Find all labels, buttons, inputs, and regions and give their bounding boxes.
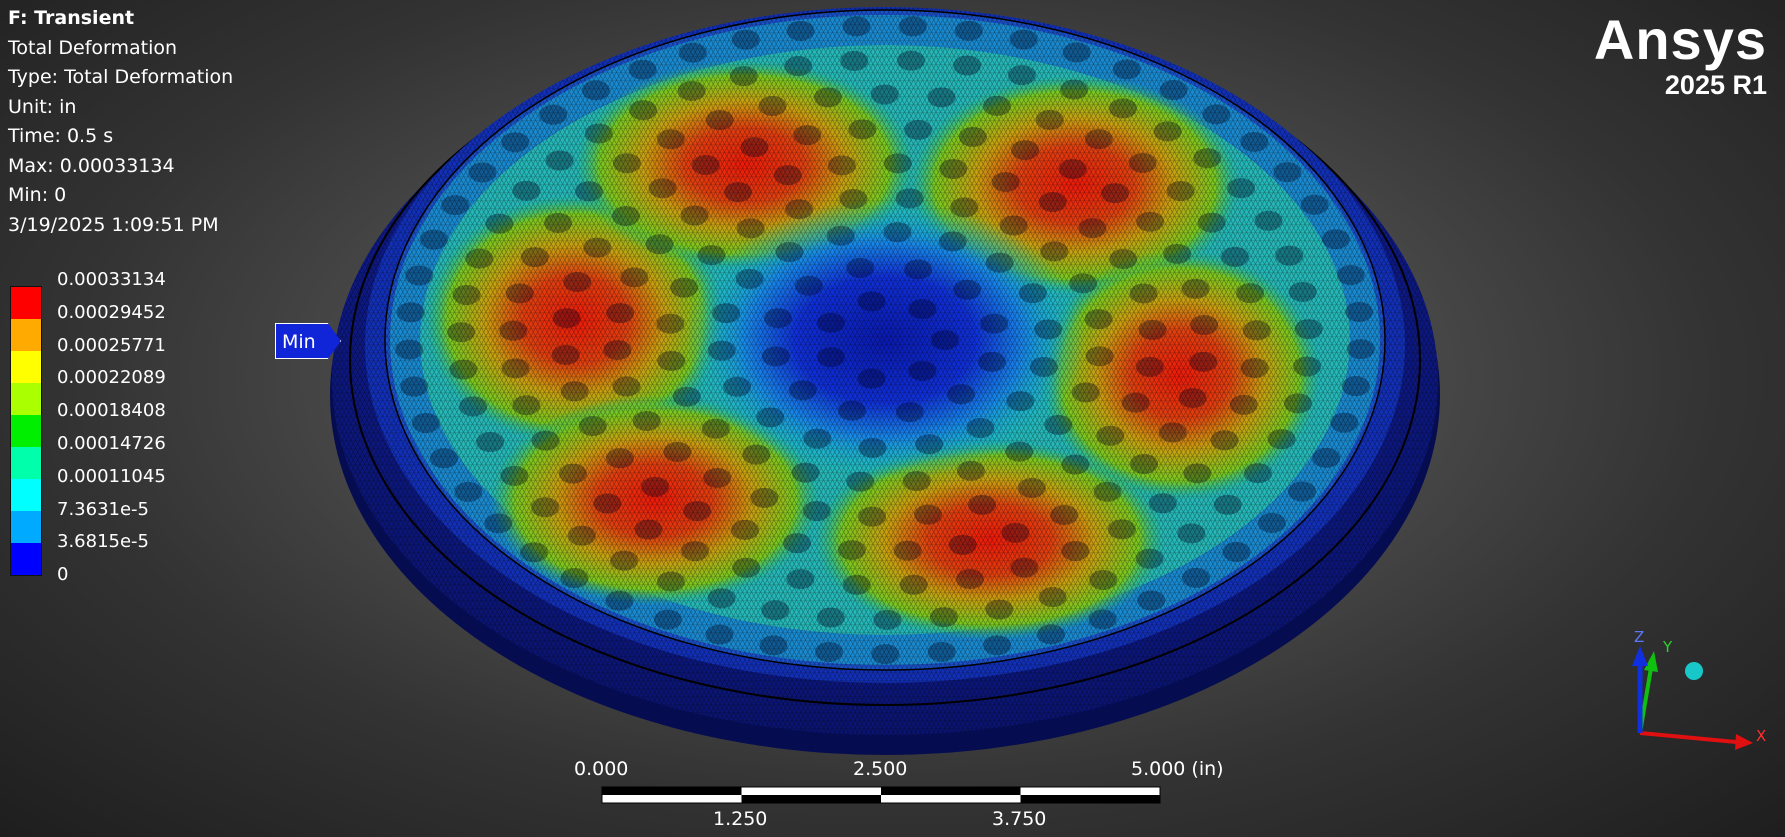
legend-value-label: 7.3631e-5 [57, 498, 150, 520]
legend-value-label: 0.00011045 [57, 465, 166, 487]
scale-label-2500: 2.500 [853, 758, 908, 780]
result-time: Time: 0.5 s [8, 125, 114, 147]
scale-label-3750: 3.750 [992, 808, 1047, 830]
analysis-title: F: Transient [8, 7, 135, 29]
x-axis-label: X [1756, 727, 1766, 745]
legend-swatch [11, 479, 41, 511]
scale-label-5000: 5.000 (in) [1131, 758, 1224, 780]
legend-value-label: 0 [57, 564, 69, 586]
legend-value-label: 0.00029452 [57, 301, 166, 323]
result-type: Type: Total Deformation [8, 66, 234, 88]
legend-swatch [11, 415, 41, 447]
legend-swatch [11, 287, 41, 319]
legend-value-label: 3.6815e-5 [57, 531, 150, 553]
legend-value-label: 0.00022089 [57, 367, 166, 389]
result-unit: Unit: in [8, 95, 77, 118]
y-axis-arrowhead [1644, 651, 1658, 672]
legend-swatch [11, 511, 41, 543]
result-min: Min: 0 [8, 184, 67, 206]
scale-label-1250: 1.250 [713, 808, 768, 830]
legend-swatch [11, 351, 41, 383]
legend-value-label: 0.00025771 [57, 334, 166, 356]
x-axis-arrow [1639, 731, 1737, 744]
result-info-block: F: Transient Total Deformation Type: Tot… [8, 4, 233, 240]
logo-version: 2025 R1 [1664, 70, 1767, 100]
x-axis-arrowhead [1735, 734, 1753, 750]
legend-swatch [11, 447, 41, 479]
result-timestamp: 3/19/2025 1:09:51 PM [8, 213, 219, 236]
legend-value-label: 0.00018408 [57, 400, 166, 422]
iso-view-ball[interactable] [1685, 662, 1703, 680]
legend-color-bar [10, 286, 42, 576]
scale-label-0: 0.000 [574, 758, 629, 780]
legend-value-label: 0.00033134 [57, 269, 166, 290]
result-max: Max: 0.00033134 [8, 154, 175, 177]
legend-swatch [11, 543, 41, 575]
z-axis-arrowhead [1632, 646, 1648, 666]
coordinate-triad[interactable]: Z Y X [1608, 618, 1778, 758]
result-name: Total Deformation [8, 36, 178, 59]
min-probe-marker[interactable]: Min [275, 323, 341, 359]
z-axis-label: Z [1634, 628, 1644, 646]
y-axis-label: Y [1662, 638, 1673, 656]
ansys-logo: Ansys 2025 R1 [1593, 8, 1767, 101]
legend-swatch [11, 319, 41, 351]
logo-brand: Ansys [1593, 8, 1767, 71]
legend-swatch [11, 383, 41, 415]
legend-value-label: 0.00014726 [57, 433, 166, 454]
